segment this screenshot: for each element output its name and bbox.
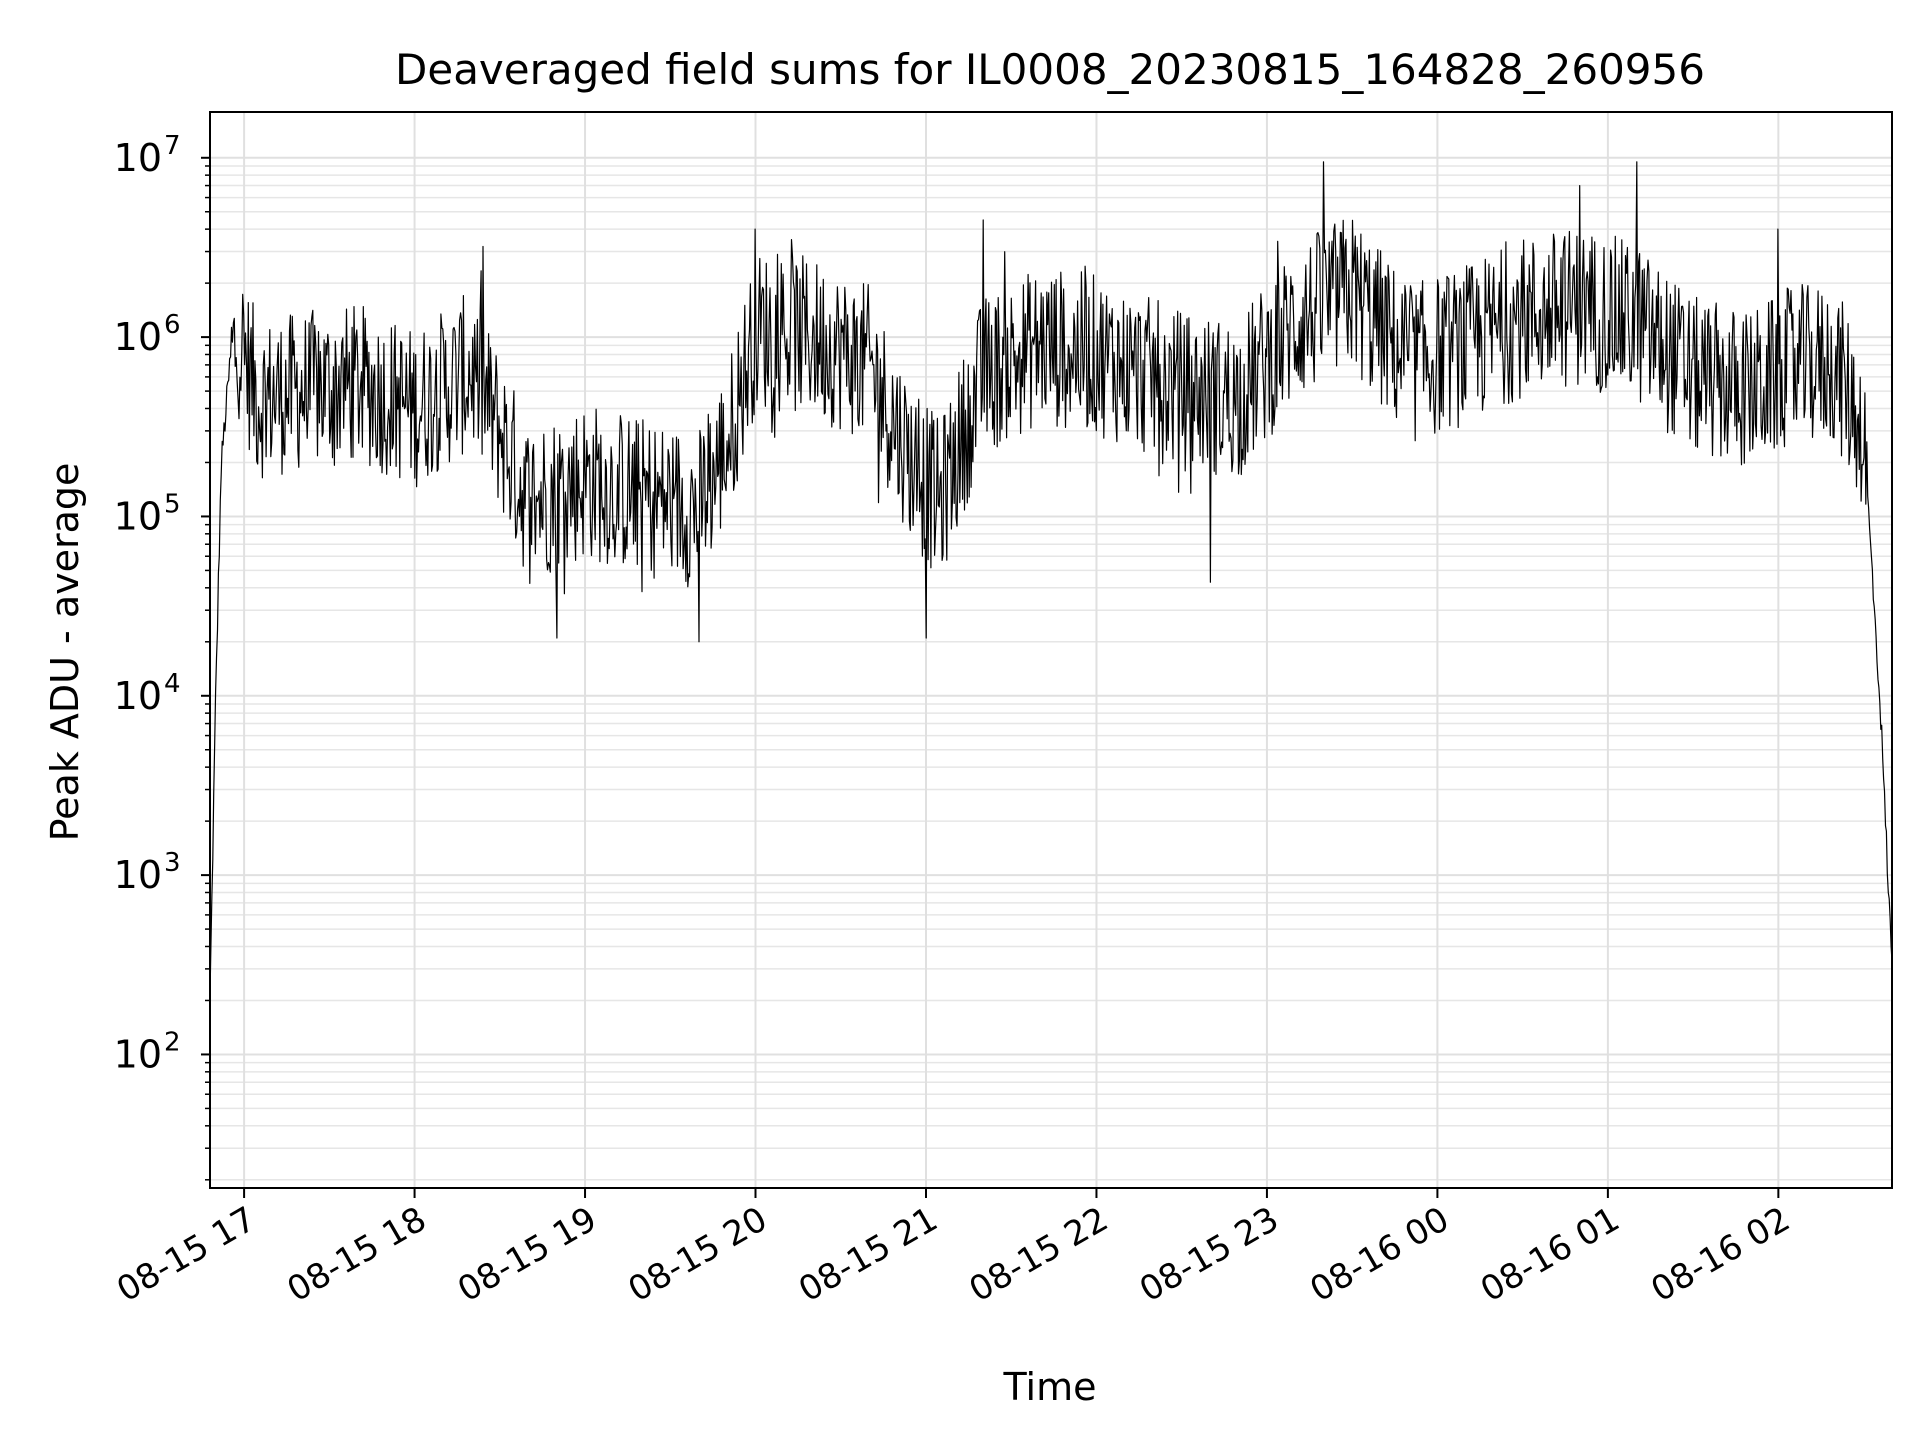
plot-frame	[209, 111, 1893, 1189]
y-tick-label: 10	[114, 136, 162, 180]
x-axis-label: Time	[1003, 1365, 1097, 1409]
y-tick-label: 10	[114, 674, 162, 718]
y-tick-exponent: 6	[164, 310, 181, 340]
y-axis-label: Peak ADU - average	[43, 463, 87, 842]
data-layer	[209, 161, 1893, 997]
y-tick-label: 10	[114, 315, 162, 359]
y-tick-exponent: 4	[164, 669, 181, 699]
y-tick-exponent: 5	[164, 489, 181, 519]
y-tick-label: 10	[114, 853, 162, 897]
y-tick-label: 10	[114, 494, 162, 538]
series-line	[209, 161, 1893, 997]
y-tick-exponent: 7	[164, 131, 181, 161]
grid	[210, 112, 1892, 1188]
y-tick-exponent: 2	[164, 1027, 181, 1057]
chart-title: Deaveraged field sums for IL0008_2023081…	[395, 45, 1705, 94]
y-tick-label: 10	[114, 1032, 162, 1076]
y-tick-exponent: 3	[164, 848, 181, 878]
